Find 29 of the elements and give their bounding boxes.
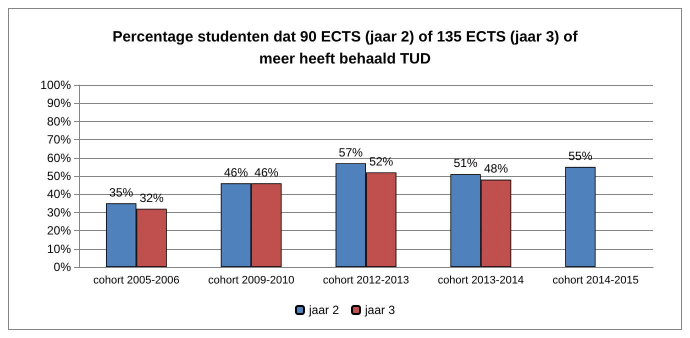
data-label: 55% [568,148,593,163]
y-tick-label: 40% [46,187,72,202]
data-label: 32% [140,190,164,205]
bar [565,166,596,267]
y-tick-label: 70% [46,132,72,147]
data-label: 51% [454,156,478,170]
data-label: 46% [254,165,279,180]
data-label: 35% [109,185,134,200]
data-label: 57% [338,145,364,160]
y-tick-label: 100% [40,78,72,92]
y-tick-label: 30% [46,205,72,220]
legend-label: jaar 3 [364,303,396,317]
chart-title: Percentage studenten dat 90 ECTS (jaar 2) of 135 ECTS (jaar 3) of meer heeft behaald TUD [112,28,579,68]
data-label: 48% [484,162,508,176]
data-label: 46% [224,165,248,180]
x-tick-label: cohort 2009-2010 [208,274,294,286]
y-tick-label: 20% [46,224,72,238]
x-tick-label: cohort 2012-2013 [322,274,410,286]
legend-label: jaar 2 [308,303,340,317]
y-tick-label: 90% [46,96,72,110]
y-tick-label: 0% [54,260,72,274]
y-tick-label: 10% [46,242,72,256]
data-label: 52% [369,154,394,168]
y-tick-label: 80% [46,114,72,128]
y-tick-label: 60% [46,150,72,165]
x-tick-label: cohort 2014-2015 [552,274,639,286]
x-tick-label: cohort 2005-2006 [93,274,180,286]
y-tick-label: 50% [46,169,72,183]
x-tick-label: cohort 2013-2014 [438,274,524,286]
